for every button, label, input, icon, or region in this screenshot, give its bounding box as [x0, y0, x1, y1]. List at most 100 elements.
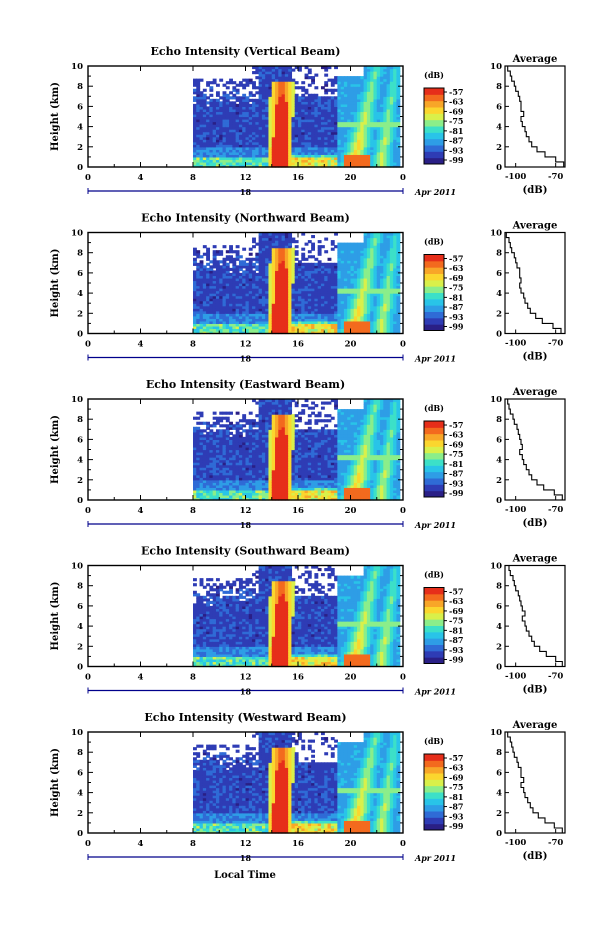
heatmap-cells — [193, 399, 401, 501]
heatmap-cell — [324, 250, 329, 254]
heatmap-cell — [252, 164, 256, 168]
heatmap-cell — [242, 106, 247, 110]
heatmap-cell — [229, 245, 233, 249]
heatmap-cell — [261, 156, 266, 161]
heatmap-cell — [304, 159, 309, 163]
heatmap-cell — [252, 131, 256, 135]
heatmap-cell — [311, 161, 316, 166]
heatmap-cell — [288, 164, 293, 168]
heatmap-cell — [298, 149, 302, 153]
heatmap-cell — [242, 247, 247, 251]
heatmap-cell — [202, 141, 207, 145]
heatmap-cell — [238, 146, 243, 150]
heatmap-cell — [265, 144, 270, 148]
heatmap-cell — [202, 108, 207, 113]
heatmap-cell — [268, 91, 273, 95]
heatmap-cell — [275, 76, 279, 80]
heatmap-cell — [242, 141, 247, 145]
heatmap-cell — [235, 119, 240, 123]
heatmap-cell — [238, 131, 243, 135]
heatmap-cell — [265, 136, 270, 140]
heatmap-cell — [317, 106, 322, 110]
heatmap-cell — [317, 113, 322, 118]
heatmap-cell — [209, 119, 214, 123]
heatmap-cell — [294, 134, 299, 138]
heatmap-cell — [212, 103, 217, 107]
heatmap-cell — [284, 149, 289, 153]
heatmap-cell — [314, 113, 319, 118]
x-tick-label: 0 — [85, 173, 91, 183]
chart-title: Echo Intensity (Vertical Beam) — [150, 45, 340, 58]
heatmap-cell — [209, 121, 214, 125]
heatmap-cell — [307, 161, 312, 166]
heatmap-cell — [212, 129, 217, 133]
heatmap-cell — [271, 108, 276, 113]
heatmap-cell — [288, 71, 293, 75]
heatmap-cell — [294, 113, 299, 118]
heatmap-cell — [248, 78, 253, 82]
heatmap-cell — [261, 98, 266, 102]
heatmap-cell — [271, 119, 276, 123]
heatmap-cell — [281, 96, 286, 100]
heatmap-cell — [271, 124, 276, 128]
heatmap-cell — [288, 113, 293, 118]
heatmap-cell — [245, 149, 250, 153]
heatmap-cell — [212, 131, 217, 135]
heatmap-cell — [219, 139, 224, 143]
y-tick-label: 4 — [77, 289, 83, 299]
heatmap-cell — [275, 139, 279, 143]
heatmap-cell — [258, 124, 263, 128]
heatmap-cell — [304, 154, 309, 158]
heatmap-cell — [301, 93, 306, 97]
heatmap-cell — [193, 96, 197, 100]
heatmap-cell — [317, 240, 322, 244]
heatmap-cell — [219, 164, 224, 168]
heatmap-cell — [314, 151, 319, 155]
date-label: Apr 2011 — [414, 354, 456, 364]
heatmap-cell — [301, 119, 306, 123]
colorbar-tick-label: -81 — [449, 292, 463, 302]
heatmap-cell — [294, 98, 299, 102]
heatmap-cell — [232, 134, 237, 138]
heatmap-cell — [222, 134, 227, 138]
heatmap-cell — [222, 119, 227, 123]
heatmap-cell — [275, 73, 279, 77]
heatmap-cell — [294, 164, 299, 168]
heatmap-cell — [275, 98, 279, 102]
heatmap-cell — [278, 96, 283, 100]
colorbar-tick-label: -93 — [449, 145, 464, 155]
heatmap-cell — [212, 411, 217, 415]
heatmap-cell — [196, 101, 201, 105]
heatmap-cell — [307, 149, 312, 153]
heatmap-cell — [311, 124, 316, 128]
heatmap-cell — [317, 141, 322, 145]
heatmap-cell — [209, 106, 214, 110]
heatmap-cell — [258, 156, 263, 161]
heatmap-cell — [265, 68, 270, 72]
heatmap-cell — [252, 101, 256, 105]
heatmap-cell — [193, 124, 197, 128]
heatmap-cell — [281, 88, 286, 92]
heatmap-cell — [225, 113, 230, 118]
heatmap-cell — [311, 93, 316, 97]
heatmap-cell — [232, 159, 237, 163]
heatmap-cell — [281, 139, 286, 143]
heatmap-cell — [235, 111, 240, 115]
heatmap-cell — [225, 144, 230, 148]
heatmap-cell — [261, 91, 266, 95]
heatmap-cell — [209, 126, 214, 130]
heatmap-cell — [206, 161, 211, 166]
heatmap-cell — [196, 91, 201, 95]
heatmap-cell — [193, 151, 197, 155]
heatmap-cell — [278, 71, 283, 75]
heatmap-cell — [278, 131, 283, 135]
heatmap-cell — [307, 98, 312, 102]
heatmap-cell — [281, 71, 286, 75]
heatmap-cell — [314, 164, 319, 168]
heatmap-cell — [232, 161, 237, 166]
heatmap-cell — [238, 134, 243, 138]
heatmap-cell — [281, 131, 286, 135]
heatmap-cell — [245, 121, 250, 125]
